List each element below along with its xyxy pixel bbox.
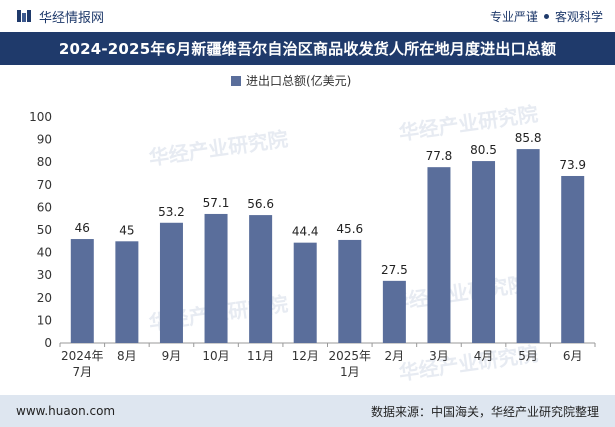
y-tick-label: 60 bbox=[37, 200, 52, 214]
value-label: 45 bbox=[119, 223, 134, 237]
bar bbox=[249, 215, 273, 343]
x-tick-label: 4月 bbox=[474, 349, 494, 363]
bar bbox=[516, 149, 540, 343]
y-tick-label: 80 bbox=[37, 155, 52, 169]
y-tick-label: 70 bbox=[37, 178, 52, 192]
bar-chart: 华经产业研究院 华经产业研究院 华经产业研究院 华经产业研究院 华经产业研究院 … bbox=[29, 73, 596, 385]
footer: www.huaon.com 数据来源：中国海关，华经产业研究院整理 bbox=[0, 395, 615, 427]
x-tick-label: 11月 bbox=[247, 349, 274, 363]
x-tick-label: 6月 bbox=[563, 349, 583, 363]
brand: 华经情报网 bbox=[16, 7, 104, 26]
x-tick-label: 3月 bbox=[429, 349, 449, 363]
x-tick-label: 12月 bbox=[292, 349, 319, 363]
bar bbox=[472, 161, 496, 343]
value-label: 73.9 bbox=[559, 158, 586, 172]
bar bbox=[293, 242, 317, 343]
bars bbox=[70, 149, 585, 343]
x-tick-label: 1月 bbox=[340, 365, 360, 379]
x-tick-label: 8月 bbox=[117, 349, 137, 363]
x-tick-label: 7月 bbox=[72, 365, 92, 379]
y-tick-label: 20 bbox=[37, 291, 52, 305]
bar bbox=[204, 213, 228, 343]
value-label: 80.5 bbox=[470, 143, 497, 157]
x-tick-label: 5月 bbox=[518, 349, 538, 363]
value-label: 77.8 bbox=[426, 149, 453, 163]
tagline-left: 专业严谨 bbox=[489, 9, 538, 24]
separator-dot-icon bbox=[543, 13, 549, 19]
value-label: 45.6 bbox=[336, 222, 363, 236]
y-axis: 0 10 20 30 40 50 60 70 80 90 100 bbox=[29, 110, 52, 350]
x-tick-label: 2025年 bbox=[329, 349, 372, 363]
brand-logo-icon bbox=[17, 10, 31, 22]
value-label: 53.2 bbox=[158, 205, 185, 219]
tagline: 专业严谨 客观科学 bbox=[490, 8, 603, 25]
bar bbox=[427, 167, 451, 343]
x-tick-label: 2024年 bbox=[61, 349, 104, 363]
y-tick-label: 40 bbox=[37, 246, 52, 260]
top-bar: 华经情报网 专业严谨 客观科学 bbox=[0, 0, 615, 32]
x-tick-label: 9月 bbox=[162, 349, 182, 363]
tagline-right: 客观科学 bbox=[554, 9, 603, 24]
value-labels: 46 45 53.2 57.1 56.6 44.4 45.6 27.5 77.8 80.5 85.8… bbox=[75, 131, 586, 277]
y-tick-label: 0 bbox=[44, 336, 52, 350]
x-tick-label: 2月 bbox=[385, 349, 405, 363]
legend-swatch bbox=[231, 76, 241, 86]
bar bbox=[382, 280, 406, 343]
footer-url: www.huaon.com bbox=[16, 404, 116, 418]
value-label: 44.4 bbox=[292, 225, 319, 239]
y-tick-label: 50 bbox=[37, 223, 52, 237]
y-tick-label: 90 bbox=[37, 133, 52, 147]
x-tick-label: 10月 bbox=[202, 349, 229, 363]
bar bbox=[70, 239, 94, 343]
y-tick-label: 10 bbox=[37, 313, 52, 327]
bar bbox=[561, 175, 585, 343]
chart-title: 2024-2025年6月新疆维吾尔自治区商品收发货人所在地月度进出口总额 bbox=[0, 32, 615, 65]
x-axis: 2024年 7月 8月 9月 10月 11月 12月 2025年 1月 2月 3月 4月 5月 6月 bbox=[59, 342, 596, 379]
y-tick-label: 30 bbox=[37, 268, 52, 282]
bar bbox=[159, 222, 183, 343]
value-label: 27.5 bbox=[381, 263, 408, 277]
value-label: 85.8 bbox=[515, 131, 542, 145]
legend: 进出口总额(亿美元) bbox=[231, 73, 351, 88]
brand-name: 华经情报网 bbox=[39, 10, 105, 26]
value-label: 56.6 bbox=[247, 197, 274, 211]
value-label: 46 bbox=[75, 221, 90, 235]
y-tick-label: 100 bbox=[29, 110, 52, 124]
footer-source: 数据来源：中国海关，华经产业研究院整理 bbox=[370, 404, 599, 419]
watermark-text: 华经产业研究院 bbox=[387, 272, 529, 315]
watermark-text: 华经产业研究院 bbox=[147, 127, 289, 170]
legend-label: 进出口总额(亿美元) bbox=[246, 73, 351, 88]
bar bbox=[338, 239, 362, 343]
bar bbox=[115, 241, 139, 343]
value-label: 57.1 bbox=[203, 196, 230, 210]
